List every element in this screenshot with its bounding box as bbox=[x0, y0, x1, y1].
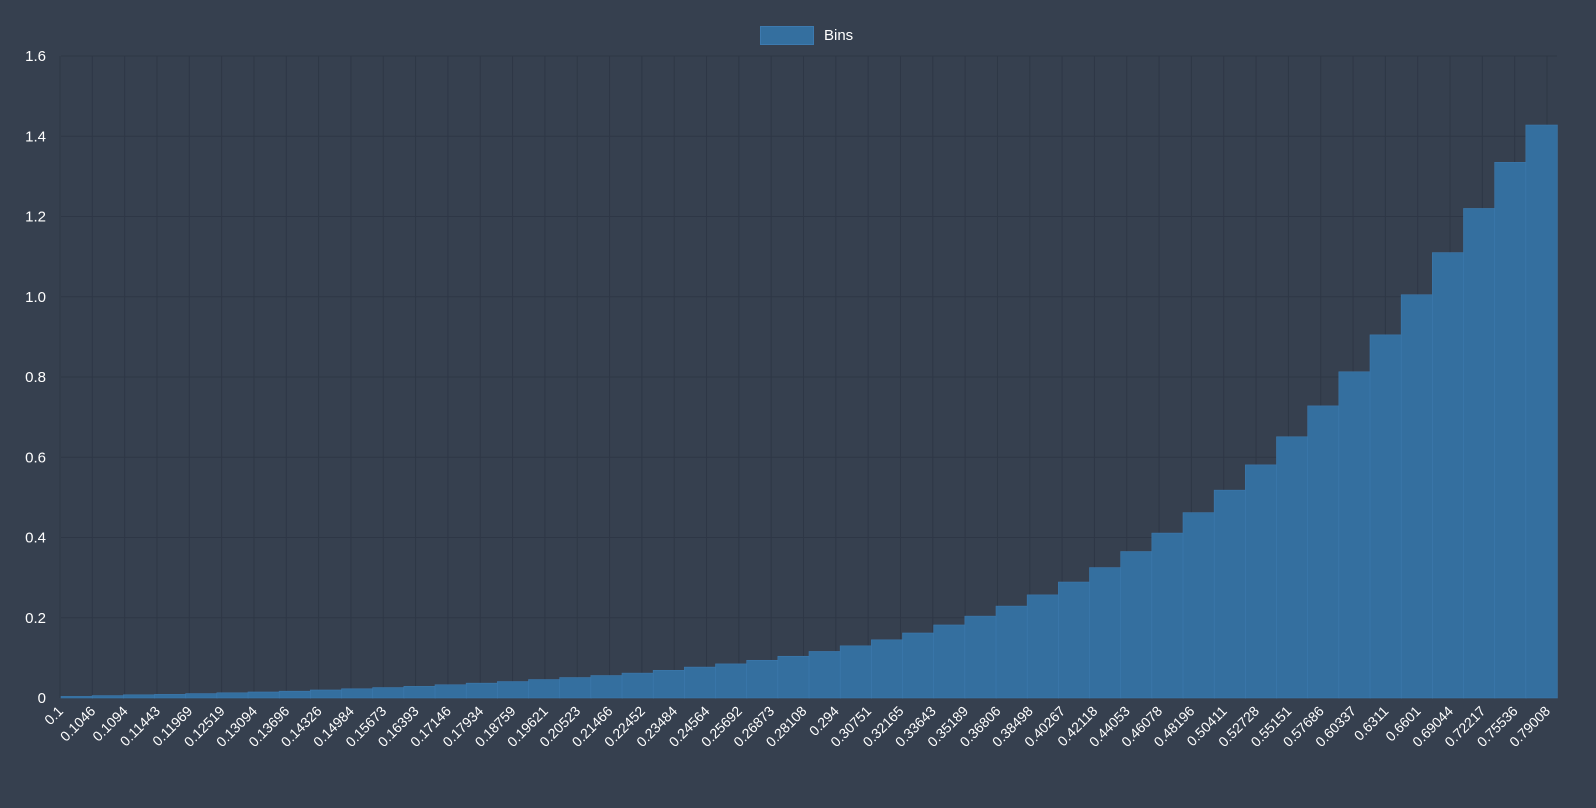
y-tick-label: 1.2 bbox=[25, 209, 46, 226]
histogram-bar[interactable] bbox=[341, 688, 374, 699]
histogram-bar[interactable] bbox=[1058, 581, 1091, 699]
histogram-bar[interactable] bbox=[1089, 567, 1122, 699]
y-tick-label: 0.4 bbox=[25, 530, 46, 547]
x-axis-ticks: 0.10.10460.10940.114430.119690.125190.13… bbox=[41, 703, 1553, 750]
histogram-bar[interactable] bbox=[1432, 252, 1465, 699]
histogram-bar[interactable] bbox=[559, 677, 592, 699]
histogram-bar[interactable] bbox=[746, 659, 779, 699]
y-tick-label: 0.6 bbox=[25, 449, 46, 466]
histogram-bar[interactable] bbox=[1494, 162, 1527, 699]
histogram-bar[interactable] bbox=[434, 684, 467, 699]
histogram-bar[interactable] bbox=[933, 624, 966, 699]
histogram-bar[interactable] bbox=[871, 639, 904, 699]
histogram-bar[interactable] bbox=[123, 694, 156, 699]
histogram-bar[interactable] bbox=[777, 655, 810, 699]
histogram-bar[interactable] bbox=[1525, 124, 1558, 699]
histogram-bar[interactable] bbox=[684, 666, 717, 699]
legend-swatch-bins bbox=[760, 26, 814, 45]
histogram-bar[interactable] bbox=[154, 694, 187, 699]
histogram-bar[interactable] bbox=[1182, 512, 1215, 699]
histogram-bar[interactable] bbox=[1120, 551, 1153, 699]
histogram-bar[interactable] bbox=[839, 645, 873, 699]
y-tick-label: 0 bbox=[38, 690, 46, 707]
histogram-bar[interactable] bbox=[278, 690, 312, 699]
histogram-bar[interactable] bbox=[1026, 594, 1060, 699]
y-tick-label: 1.0 bbox=[25, 289, 46, 306]
histogram-bar[interactable] bbox=[621, 672, 654, 699]
y-tick-label: 1.6 bbox=[25, 48, 46, 65]
y-tick-label: 0.2 bbox=[25, 610, 46, 627]
legend-label-bins: Bins bbox=[824, 27, 854, 44]
histogram-bar[interactable] bbox=[1369, 334, 1402, 699]
histogram-bar[interactable] bbox=[1307, 405, 1340, 699]
histogram-bar[interactable] bbox=[1276, 436, 1309, 699]
histogram-bar[interactable] bbox=[465, 682, 499, 699]
histogram-bar[interactable] bbox=[1151, 532, 1184, 699]
y-tick-label: 1.4 bbox=[25, 128, 46, 145]
histogram-bar[interactable] bbox=[185, 693, 218, 699]
histogram-bar[interactable] bbox=[995, 605, 1028, 699]
bars-layer bbox=[60, 124, 1558, 699]
histogram-bar[interactable] bbox=[590, 675, 623, 699]
histogram-bar[interactable] bbox=[652, 670, 686, 699]
histogram-bar[interactable] bbox=[372, 687, 405, 699]
histogram-bar[interactable] bbox=[964, 615, 997, 699]
histogram-bar[interactable] bbox=[715, 663, 748, 699]
histogram-bar[interactable] bbox=[1463, 208, 1496, 699]
histogram-bar[interactable] bbox=[1400, 294, 1434, 699]
histogram-bar[interactable] bbox=[1245, 464, 1278, 699]
histogram-bar[interactable] bbox=[902, 632, 935, 699]
histogram-bar[interactable] bbox=[310, 689, 343, 699]
histogram-bar[interactable] bbox=[497, 681, 530, 699]
histogram-bar[interactable] bbox=[247, 691, 280, 699]
histogram-bar[interactable] bbox=[403, 686, 436, 699]
histogram-bar[interactable] bbox=[1338, 371, 1371, 699]
legend[interactable]: Bins bbox=[760, 26, 853, 45]
histogram-bar[interactable] bbox=[528, 679, 561, 699]
histogram-bar[interactable] bbox=[808, 651, 841, 699]
histogram-bar[interactable] bbox=[216, 692, 249, 699]
y-axis-ticks: 0 0.2 0.4 0.6 0.8 1.0 1.2 1.4 1.6 bbox=[25, 48, 46, 707]
histogram-bar[interactable] bbox=[60, 696, 93, 699]
y-tick-label: 0.8 bbox=[25, 369, 46, 386]
histogram-bar[interactable] bbox=[1213, 489, 1247, 699]
histogram-bar[interactable] bbox=[91, 695, 125, 699]
x-tick-label: 0.1046 bbox=[57, 703, 99, 745]
